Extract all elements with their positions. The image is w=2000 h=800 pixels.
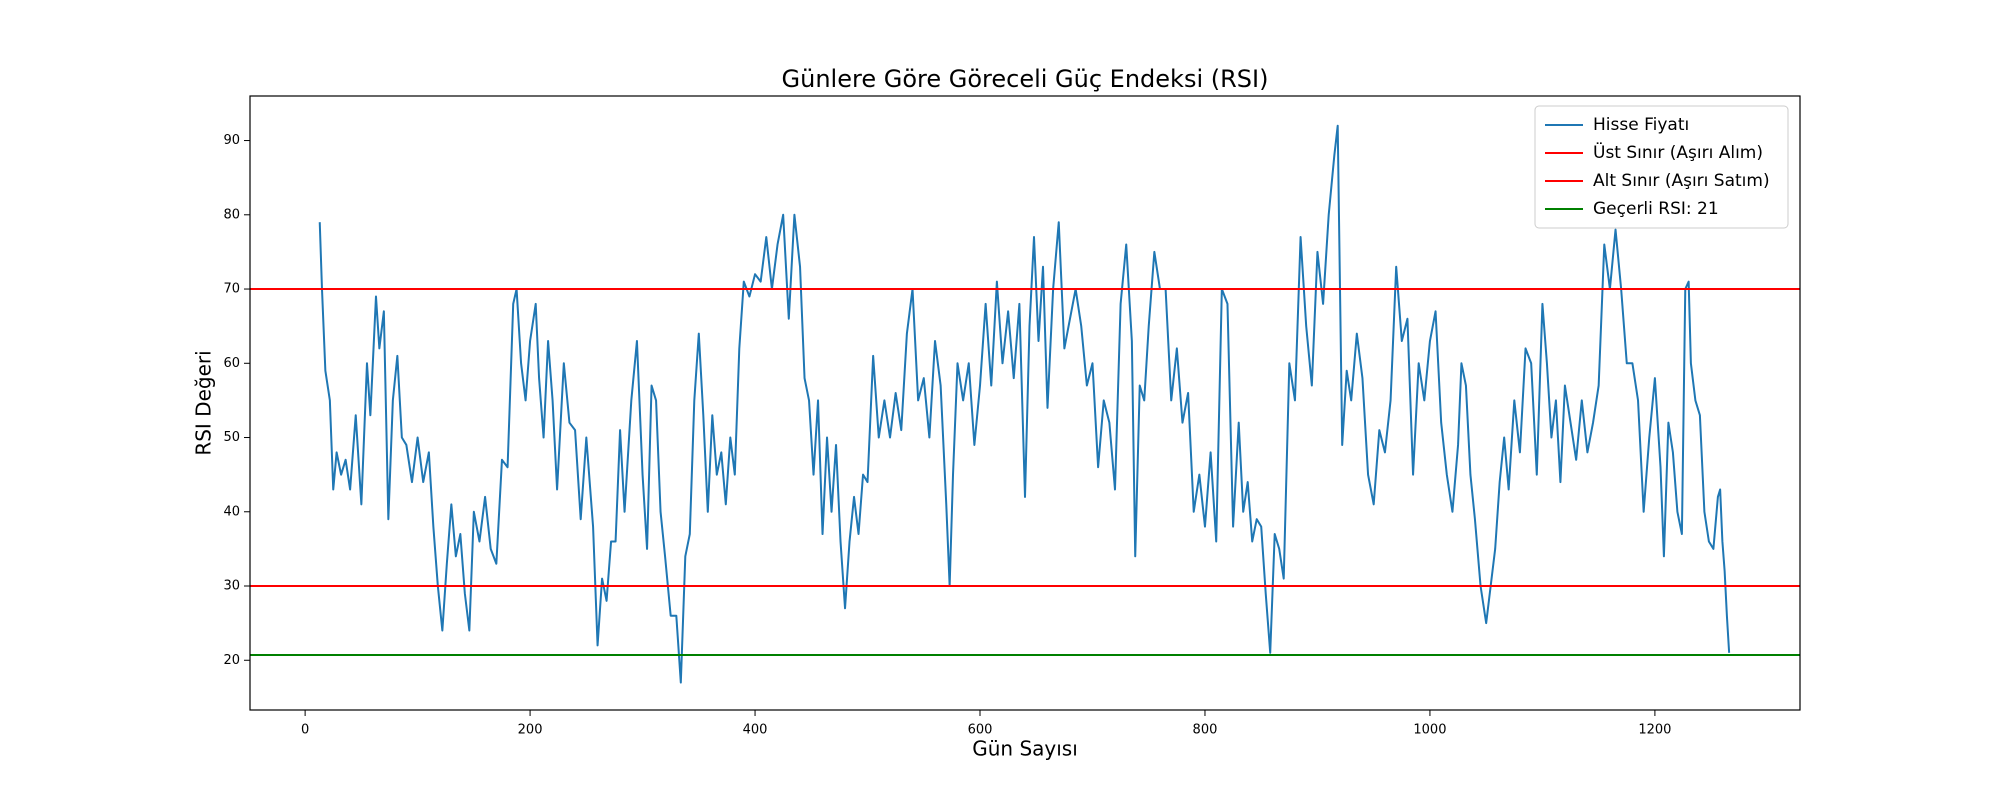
x-tick-label: 200	[518, 723, 543, 738]
plot-frame	[249, 95, 1801, 711]
legend-box	[1534, 105, 1789, 229]
y-tick-label: 80	[223, 207, 240, 222]
y-tick-label: 40	[223, 504, 240, 519]
y-axis-label: RSI Değeri	[192, 350, 216, 455]
legend-label: Hisse Fiyatı	[1593, 115, 1689, 135]
series-line	[318, 124, 1731, 684]
y-tick-label: 60	[223, 356, 240, 371]
legend-label: Üst Sınır (Aşırı Alım)	[1593, 141, 1763, 163]
y-tick-label: 50	[223, 430, 240, 445]
y-tick-label: 30	[223, 579, 240, 594]
x-tick-label: 600	[968, 723, 993, 738]
x-tick-label: 0	[301, 723, 309, 738]
x-axis-label: Gün Sayısı	[972, 737, 1078, 761]
x-tick-label: 400	[743, 723, 768, 738]
legend-label: Geçerli RSI: 21	[1593, 199, 1719, 219]
y-tick-label: 70	[223, 282, 240, 297]
y-tick-label: 90	[223, 133, 240, 148]
x-tick-label: 1000	[1413, 723, 1446, 738]
x-tick-label: 800	[1193, 723, 1218, 738]
x-tick-label: 1200	[1638, 723, 1671, 738]
y-tick-label: 20	[223, 653, 240, 668]
legend-label: Alt Sınır (Aşırı Satım)	[1593, 171, 1770, 191]
chart-title: Günlere Göre Göreceli Güç Endeksi (RSI)	[782, 65, 1269, 93]
